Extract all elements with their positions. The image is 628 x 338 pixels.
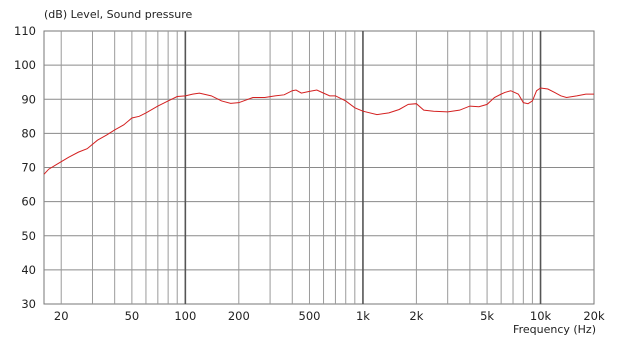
- chart-title: (dB) Level, Sound pressure: [44, 8, 193, 21]
- x-tick-label: 2k: [409, 309, 423, 323]
- y-tick-label: 50: [21, 229, 36, 243]
- x-tick-label: 5k: [480, 309, 494, 323]
- y-tick-label: 100: [14, 58, 36, 72]
- x-tick-label: 20k: [583, 309, 605, 323]
- x-tick-label: 200: [228, 309, 250, 323]
- x-tick-label: 20: [54, 309, 69, 323]
- x-tick-labels: 20 50 100 200 500 1k 2k 5k 10k 20k: [54, 309, 605, 323]
- x-tick-label: 500: [299, 309, 321, 323]
- x-tick-label: 100: [174, 309, 196, 323]
- x-axis-title: Frequency (Hz): [513, 323, 596, 336]
- y-tick-label: 90: [21, 92, 36, 106]
- x-tick-label: 50: [125, 309, 140, 323]
- y-tick-label: 40: [21, 263, 36, 277]
- x-tick-label: 10k: [530, 309, 552, 323]
- y-tick-label: 80: [21, 126, 36, 140]
- y-tick-label: 30: [21, 297, 36, 311]
- y-tick-label: 110: [14, 24, 36, 38]
- series-line: [43, 87, 594, 175]
- x-tick-label: 1k: [356, 309, 370, 323]
- y-tick-label: 70: [21, 161, 36, 175]
- y-tick-labels: 30 40 50 60 70 80 90 100 110: [14, 24, 36, 311]
- y-tick-label: 60: [21, 195, 36, 209]
- grid-lines: [44, 31, 594, 304]
